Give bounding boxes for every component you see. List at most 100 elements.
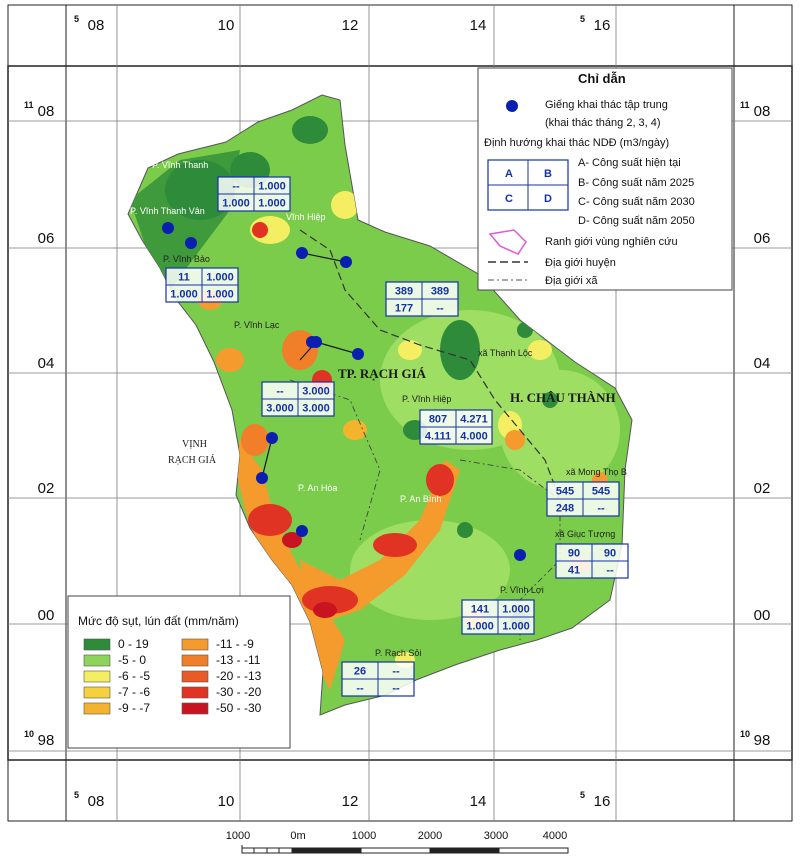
- grid-top-label-text: 08: [88, 17, 105, 34]
- capacity-box-vinh-hiep: 807 4.271 4.111 4.000: [419, 409, 493, 445]
- capacity-box-tp-rach-gia: -- 3.000 3.000 3.000: [261, 381, 335, 417]
- capacity-value-d: --: [436, 303, 444, 315]
- label-vinh-thanh-van: P. Vĩnh Thanh Vân: [130, 206, 205, 216]
- capacity-value-d: 4.000: [460, 431, 488, 443]
- subsidence-class: -7 - -6: [83, 685, 150, 699]
- grid-right-label-sup: 10: [740, 729, 750, 739]
- subsidence-legend-title: Mức độ sụt, lún đất (mm/năm): [78, 614, 239, 628]
- grid-right-label-text: 00: [754, 607, 771, 624]
- grid-right-label-text: 06: [754, 230, 771, 247]
- scale-label: 0m: [290, 830, 305, 842]
- grid-bottom-label-text: 14: [470, 793, 487, 810]
- grid-left-label-sup: 10: [24, 729, 34, 739]
- subsidence-label: 0 - 19: [118, 637, 149, 651]
- well-marker: [340, 256, 352, 268]
- place-labels: P. Vĩnh Thanh P. Vĩnh Thanh Vân Vĩnh Hiệ…: [130, 160, 627, 658]
- grid-right-label: 00: [754, 607, 771, 624]
- grid-top-label-sup: 5: [580, 14, 585, 24]
- grid-top-label-text: 12: [342, 17, 359, 34]
- capacity-value-a: 26: [354, 666, 366, 678]
- grid-right-label-sup: 11: [740, 100, 750, 110]
- label-vinh-bao: P. Vĩnh Bảo: [163, 254, 210, 264]
- capacity-value-c: 3.000: [266, 403, 294, 415]
- capacity-value-d: --: [606, 565, 614, 577]
- grid-bottom-label-sup: 5: [74, 790, 79, 800]
- guide-legend-title: Chỉ dẫn: [578, 71, 626, 86]
- grid-left-label-text: 06: [38, 230, 55, 247]
- capacity-value-b: 90: [604, 548, 616, 560]
- grid-left-label: 06: [38, 230, 55, 247]
- capacity-box-vinh-hiep-north: 389 389 177 --: [385, 281, 459, 317]
- capacity-value-c: 248: [556, 503, 574, 515]
- capacity-value-b: 4.271: [460, 414, 488, 426]
- well-marker: [185, 237, 197, 249]
- subsidence-swatch: [83, 686, 111, 699]
- grid-bottom-label-sup: 5: [580, 790, 585, 800]
- capacity-value-a: --: [232, 181, 240, 193]
- capacity-value-d: 3.000: [302, 403, 330, 415]
- capacity-box-vinh-loi: 141 1.000 1.000 1.000: [461, 599, 535, 635]
- subsidence-class: -9 - -7: [83, 701, 150, 715]
- subsidence-swatch: [181, 702, 209, 715]
- subsidence-swatch: [83, 670, 111, 683]
- scale-label: 3000: [484, 830, 508, 842]
- legend-well-line1: Giếng khai thác tập trung: [545, 99, 668, 111]
- subsidence-label: -11 - -9: [216, 637, 254, 651]
- subsidence-legend: Mức độ sụt, lún đất (mm/năm) 0 - 19 -5 - …: [67, 595, 291, 749]
- subsidence-label: -50 - -30: [216, 701, 262, 715]
- capacity-value-d: 1.000: [502, 621, 530, 633]
- label-mong-tho: xã Mong Thọ B: [566, 467, 627, 477]
- grid-right-label: 10 98: [740, 729, 770, 749]
- grid-top-label-text: 10: [218, 17, 235, 34]
- map-inner-frame: [65, 4, 735, 822]
- wells: [162, 222, 526, 561]
- label-rach-soi: P. Rạch Sỏi: [375, 648, 421, 658]
- well-marker: [266, 432, 278, 444]
- grid-right-label-text: 08: [754, 103, 771, 120]
- grid-left-label-text: 98: [38, 732, 55, 749]
- capacity-value-b: 1.000: [206, 272, 234, 284]
- subsidence-label: -13 - -11: [216, 653, 261, 667]
- label-vinh-rach-gia-1: VỊNH: [182, 439, 207, 450]
- grid-bottom-label: 5 16: [580, 790, 610, 810]
- well-marker: [256, 472, 268, 484]
- grid-left-label: 00: [38, 607, 55, 624]
- grid-right-label-text: 98: [754, 732, 771, 749]
- legend-item-a: A- Công suất hiện tại: [578, 157, 681, 169]
- grid-left-label: 10 98: [24, 729, 54, 749]
- capacity-value-c: --: [356, 683, 364, 695]
- grid-bottom-label-text: 08: [88, 793, 105, 810]
- capacity-value-b: 3.000: [302, 386, 330, 398]
- legend-orientation-title: Định hướng khai thác NDĐ (m3/ngày): [484, 137, 669, 149]
- capacity-box-vinh-thanh: -- 1.000 1.000 1.000: [217, 176, 291, 212]
- scale-bar: 1000 0m 1000 2000 3000 4000: [226, 830, 569, 854]
- label-vinh-loi: P. Vĩnh Lợi: [500, 585, 544, 595]
- capacity-value-a: 90: [568, 548, 580, 560]
- legend-well-icon: [506, 100, 518, 112]
- capacity-value-b: 545: [592, 486, 610, 498]
- capacity-box-giuc-tuong: 90 90 41 --: [555, 543, 629, 579]
- capacity-value-c: 1.000: [466, 621, 494, 633]
- subsidence-swatch: [181, 638, 209, 651]
- grid-bottom-label-text: 16: [594, 793, 611, 810]
- grid-top-label: 10: [218, 17, 235, 34]
- study-region: [127, 94, 633, 716]
- grid-top-label-text: 14: [470, 17, 487, 34]
- grid-top-label: 12: [342, 17, 359, 34]
- grid-top-label: 14: [470, 17, 487, 34]
- grid-right-label: 11 08: [740, 100, 770, 120]
- capacity-value-d: --: [597, 503, 605, 515]
- capacity-box-rach-soi: 26 -- -- --: [341, 661, 415, 697]
- subsidence-swatch: [181, 654, 209, 667]
- grid-bottom-label: 12: [342, 793, 359, 810]
- label-vinh-hiep-p: Vĩnh Hiệp: [286, 212, 326, 222]
- grid-right-label: 02: [754, 480, 771, 497]
- legend-commune-boundary: Địa giới xã: [545, 275, 598, 287]
- grid-left-label: 04: [38, 355, 55, 372]
- legend-item-c: C- Công suất năm 2030: [578, 196, 695, 208]
- legend-item-d: D- Công suất năm 2050: [578, 215, 695, 227]
- grid-left-label-text: 02: [38, 480, 55, 497]
- subsidence-swatch: [181, 670, 209, 683]
- legend-abcd-grid: A B C D: [487, 159, 569, 211]
